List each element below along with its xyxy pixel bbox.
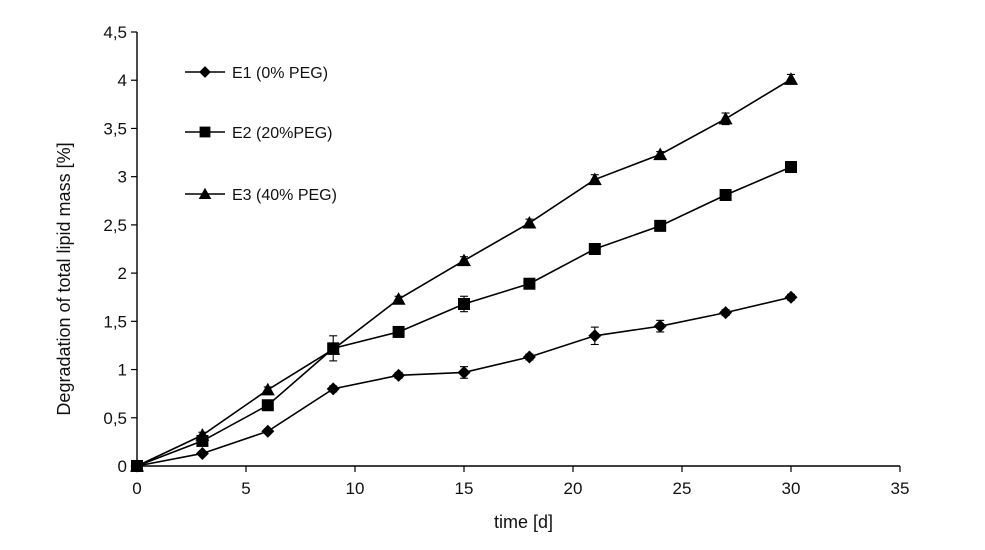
series-line bbox=[136, 166, 792, 467]
y-tick-label: 3 bbox=[118, 168, 127, 187]
data-point bbox=[785, 161, 797, 174]
x-tick-label: 30 bbox=[782, 479, 801, 498]
data-point bbox=[784, 72, 798, 85]
x-tick-label: 25 bbox=[673, 479, 692, 498]
axes: 0 0,5 1 1,5 2 2,5 3 3,5 4 4,5 0 5 10 15 20 25 30 35 bbox=[103, 23, 909, 498]
plot-area bbox=[130, 72, 798, 473]
data-point bbox=[653, 319, 667, 333]
legend-item-1: E1 (0% PEG) bbox=[185, 65, 328, 82]
x-tick-label: 5 bbox=[241, 479, 250, 498]
y-tick-label: 4 bbox=[118, 71, 127, 90]
legend-label: E3 (40% PEG) bbox=[232, 187, 337, 204]
data-point bbox=[784, 290, 798, 304]
data-point bbox=[195, 428, 210, 441]
legend-item-3: E3 (40% PEG) bbox=[185, 187, 337, 204]
data-point bbox=[392, 325, 405, 338]
data-point bbox=[458, 297, 470, 310]
x-tick-label: 10 bbox=[346, 479, 365, 498]
data-point bbox=[261, 424, 275, 438]
y-tick-label: 1,5 bbox=[103, 312, 127, 331]
data-point bbox=[260, 382, 275, 396]
data-point bbox=[195, 446, 209, 460]
data-point bbox=[326, 342, 341, 355]
data-point bbox=[654, 219, 667, 232]
series-2 bbox=[131, 161, 797, 472]
legend: E1 (0% PEG) E2 (20%PEG) E3 (40% PEG) bbox=[185, 65, 337, 204]
y-tick-label: 3,5 bbox=[103, 119, 127, 138]
data-point bbox=[392, 368, 406, 382]
data-point bbox=[587, 172, 602, 186]
x-axis-title: time [d] bbox=[494, 512, 553, 532]
data-point bbox=[653, 147, 668, 161]
data-point bbox=[522, 215, 537, 229]
data-point bbox=[523, 277, 536, 290]
y-tick-label: 0 bbox=[118, 457, 127, 476]
data-point bbox=[522, 350, 536, 364]
legend-label: E2 (20%PEG) bbox=[232, 125, 332, 142]
data-point bbox=[719, 188, 732, 201]
y-tick-label: 2 bbox=[118, 264, 127, 283]
y-tick-label: 0,5 bbox=[103, 409, 127, 428]
data-point bbox=[719, 306, 733, 320]
data-point bbox=[457, 253, 471, 267]
legend-item-2: E2 (20%PEG) bbox=[185, 125, 332, 142]
legend-marker bbox=[198, 187, 212, 200]
x-tick-label: 0 bbox=[132, 479, 141, 498]
data-point bbox=[391, 292, 406, 305]
data-point bbox=[130, 459, 144, 472]
y-tick-label: 4,5 bbox=[103, 23, 127, 42]
series-line bbox=[136, 296, 792, 467]
data-point bbox=[261, 399, 274, 412]
series-1 bbox=[130, 290, 798, 473]
y-tick-label: 2,5 bbox=[103, 216, 127, 235]
data-point bbox=[588, 329, 602, 343]
x-tick-label: 20 bbox=[564, 479, 583, 498]
legend-marker bbox=[199, 66, 211, 78]
y-axis-title: Degradation of total lipid mass [%] bbox=[54, 142, 74, 415]
series-3 bbox=[130, 72, 798, 472]
data-point bbox=[326, 382, 340, 396]
data-point bbox=[588, 243, 601, 255]
x-tick-label: 35 bbox=[891, 479, 910, 498]
y-tick-label: 1 bbox=[118, 361, 127, 380]
data-point bbox=[718, 111, 733, 125]
legend-marker bbox=[199, 126, 211, 138]
legend-label: E1 (0% PEG) bbox=[232, 65, 328, 82]
data-point bbox=[457, 365, 471, 379]
x-tick-label: 15 bbox=[455, 479, 474, 498]
